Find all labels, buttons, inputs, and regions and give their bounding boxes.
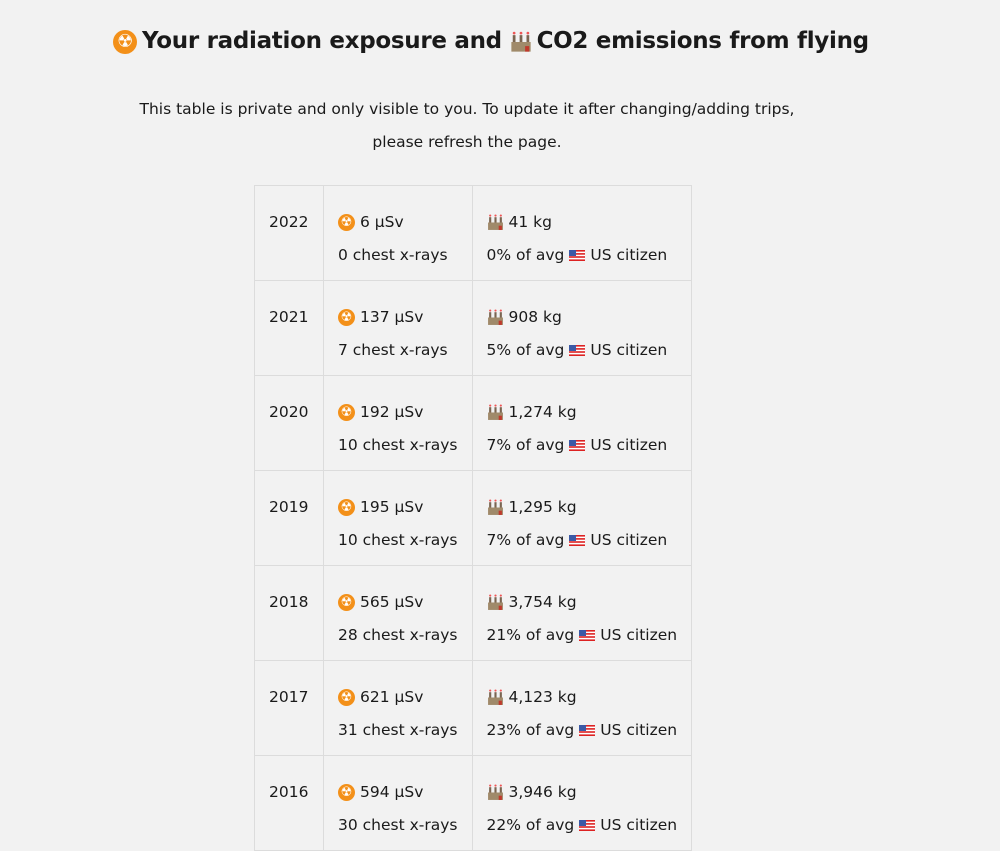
co2-cell: 41 kg 0% of avg US citizen: [471, 185, 693, 281]
radiation-cell: ☢ 6 µSv 0 chest x-rays: [323, 185, 473, 281]
radiation-cell: ☢ 565 µSv 28 chest x-rays: [323, 565, 473, 661]
co2-amount: 3,754 kg: [508, 593, 577, 611]
xray-count: 28 chest x-rays: [338, 626, 458, 644]
co2-percent: 22% of avg: [486, 816, 575, 834]
radiation-cell: ☢ 594 µSv 30 chest x-rays: [323, 755, 473, 851]
radiation-icon: ☢: [338, 784, 355, 801]
xray-count: 30 chest x-rays: [338, 816, 458, 834]
co2-amount: 908 kg: [508, 308, 562, 326]
year: 2017: [269, 688, 309, 706]
year: 2022: [269, 213, 309, 231]
xray-count: 31 chest x-rays: [338, 721, 458, 739]
radiation-cell: ☢ 137 µSv 7 chest x-rays: [323, 280, 473, 376]
us-flag-icon: [569, 535, 586, 546]
dose: 565 µSv: [360, 593, 424, 611]
table-row: 2018 ☢ 565 µSv 28 chest x-rays 3,754 kg 21%…: [254, 565, 693, 661]
co2-amount: 4,123 kg: [508, 688, 577, 706]
radiation-icon: ☢: [338, 309, 355, 326]
radiation-icon: ☢: [338, 499, 355, 516]
co2-cell: 1,274 kg 7% of avg US citizen: [471, 375, 693, 471]
dose: 195 µSv: [360, 498, 424, 516]
xray-count: 7 chest x-rays: [338, 341, 448, 359]
intro-text: This table is private and only visible t…: [139, 100, 795, 151]
co2-cell: 4,123 kg 23% of avg US citizen: [471, 660, 693, 756]
table-row: 2020 ☢ 192 µSv 10 chest x-rays 1,274 kg 7% …: [254, 375, 693, 471]
radiation-icon: ☢: [113, 29, 137, 54]
us-flag-icon: [569, 345, 586, 356]
xray-count: 10 chest x-rays: [338, 436, 458, 454]
co2-percent: 7% of avg: [486, 531, 565, 549]
citizen-label: US citizen: [600, 721, 678, 739]
year: 2021: [269, 308, 309, 326]
us-flag-icon: [569, 440, 586, 451]
year: 2019: [269, 498, 309, 516]
co2-cell: 908 kg 5% of avg US citizen: [471, 280, 693, 376]
co2-cell: 3,754 kg 21% of avg US citizen: [471, 565, 693, 661]
dose: 137 µSv: [360, 308, 424, 326]
table-row: 2022 ☢ 6 µSv 0 chest x-rays 41 kg 0% of avg…: [254, 185, 693, 281]
year-cell: 2019: [254, 470, 324, 566]
radiation-cell: ☢ 192 µSv 10 chest x-rays: [323, 375, 473, 471]
co2-amount: 3,946 kg: [508, 783, 577, 801]
factory-icon: [487, 404, 503, 420]
us-flag-icon: [579, 725, 596, 736]
dose: 6 µSv: [360, 213, 404, 231]
us-flag-icon: [579, 820, 596, 831]
dose: 594 µSv: [360, 783, 424, 801]
us-flag-icon: [569, 250, 586, 261]
dose: 621 µSv: [360, 688, 424, 706]
year-cell: 2018: [254, 565, 324, 661]
radiation-cell: ☢ 195 µSv 10 chest x-rays: [323, 470, 473, 566]
citizen-label: US citizen: [590, 341, 668, 359]
year: 2018: [269, 593, 309, 611]
citizen-label: US citizen: [590, 436, 668, 454]
co2-cell: 3,946 kg 22% of avg US citizen: [471, 755, 693, 851]
emissions-table: 2022 ☢ 6 µSv 0 chest x-rays 41 kg 0% of avg…: [254, 185, 693, 851]
co2-percent: 23% of avg: [486, 721, 575, 739]
page-title: ☢ Your radiation exposure and CO2 emissio…: [113, 28, 869, 54]
table-row: 2016 ☢ 594 µSv 30 chest x-rays 3,946 kg 22%…: [254, 755, 693, 851]
us-flag-icon: [579, 630, 596, 641]
co2-percent: 5% of avg: [486, 341, 565, 359]
year: 2016: [269, 783, 309, 801]
radiation-cell: ☢ 621 µSv 31 chest x-rays: [323, 660, 473, 756]
factory-icon: [487, 309, 503, 325]
factory-icon: [487, 499, 503, 515]
table-row: 2019 ☢ 195 µSv 10 chest x-rays 1,295 kg 7% …: [254, 470, 693, 566]
dose: 192 µSv: [360, 403, 424, 421]
year-cell: 2017: [254, 660, 324, 756]
radiation-icon: ☢: [338, 594, 355, 611]
radiation-icon: ☢: [338, 214, 355, 231]
co2-percent: 21% of avg: [486, 626, 575, 644]
year-cell: 2021: [254, 280, 324, 376]
year-cell: 2016: [254, 755, 324, 851]
factory-icon: [487, 689, 503, 705]
year: 2020: [269, 403, 309, 421]
co2-percent: 0% of avg: [486, 246, 565, 264]
radiation-icon: ☢: [338, 689, 355, 706]
co2-amount: 1,274 kg: [508, 403, 577, 421]
citizen-label: US citizen: [600, 626, 678, 644]
radiation-icon: ☢: [338, 404, 355, 421]
co2-cell: 1,295 kg 7% of avg US citizen: [471, 470, 693, 566]
co2-percent: 7% of avg: [486, 436, 565, 454]
factory-icon: [487, 784, 503, 800]
year-cell: 2020: [254, 375, 324, 471]
xray-count: 10 chest x-rays: [338, 531, 458, 549]
year-cell: 2022: [254, 185, 324, 281]
table-row: 2017 ☢ 621 µSv 31 chest x-rays 4,123 kg 23%…: [254, 660, 693, 756]
citizen-label: US citizen: [590, 531, 668, 549]
factory-icon: [487, 214, 503, 230]
co2-amount: 41 kg: [508, 213, 552, 231]
citizen-label: US citizen: [590, 246, 668, 264]
xray-count: 0 chest x-rays: [338, 246, 448, 264]
factory-icon: [487, 594, 503, 610]
table-row: 2021 ☢ 137 µSv 7 chest x-rays 908 kg 5% of …: [254, 280, 693, 376]
factory-icon: [510, 31, 531, 52]
citizen-label: US citizen: [600, 816, 678, 834]
co2-amount: 1,295 kg: [508, 498, 577, 516]
